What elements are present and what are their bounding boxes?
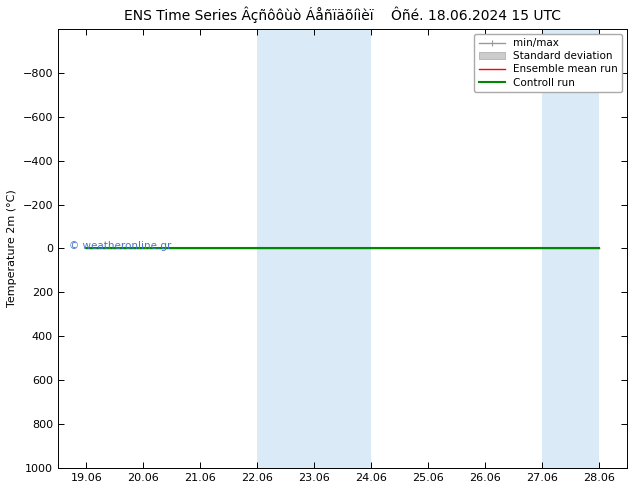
- Y-axis label: Temperature 2m (°C): Temperature 2m (°C): [7, 190, 17, 307]
- Bar: [541, 29, 598, 468]
- Bar: [314, 29, 371, 468]
- Text: © weatheronline.gr: © weatheronline.gr: [69, 241, 172, 251]
- Bar: [257, 29, 314, 468]
- Legend: min/max, Standard deviation, Ensemble mean run, Controll run: min/max, Standard deviation, Ensemble me…: [474, 34, 622, 92]
- Title: ENS Time Series Âçñôôùò Áåñïäõíìèï    Ôñé. 18.06.2024 15 UTC: ENS Time Series Âçñôôùò Áåñïäõíìèï Ôñé. …: [124, 7, 561, 24]
